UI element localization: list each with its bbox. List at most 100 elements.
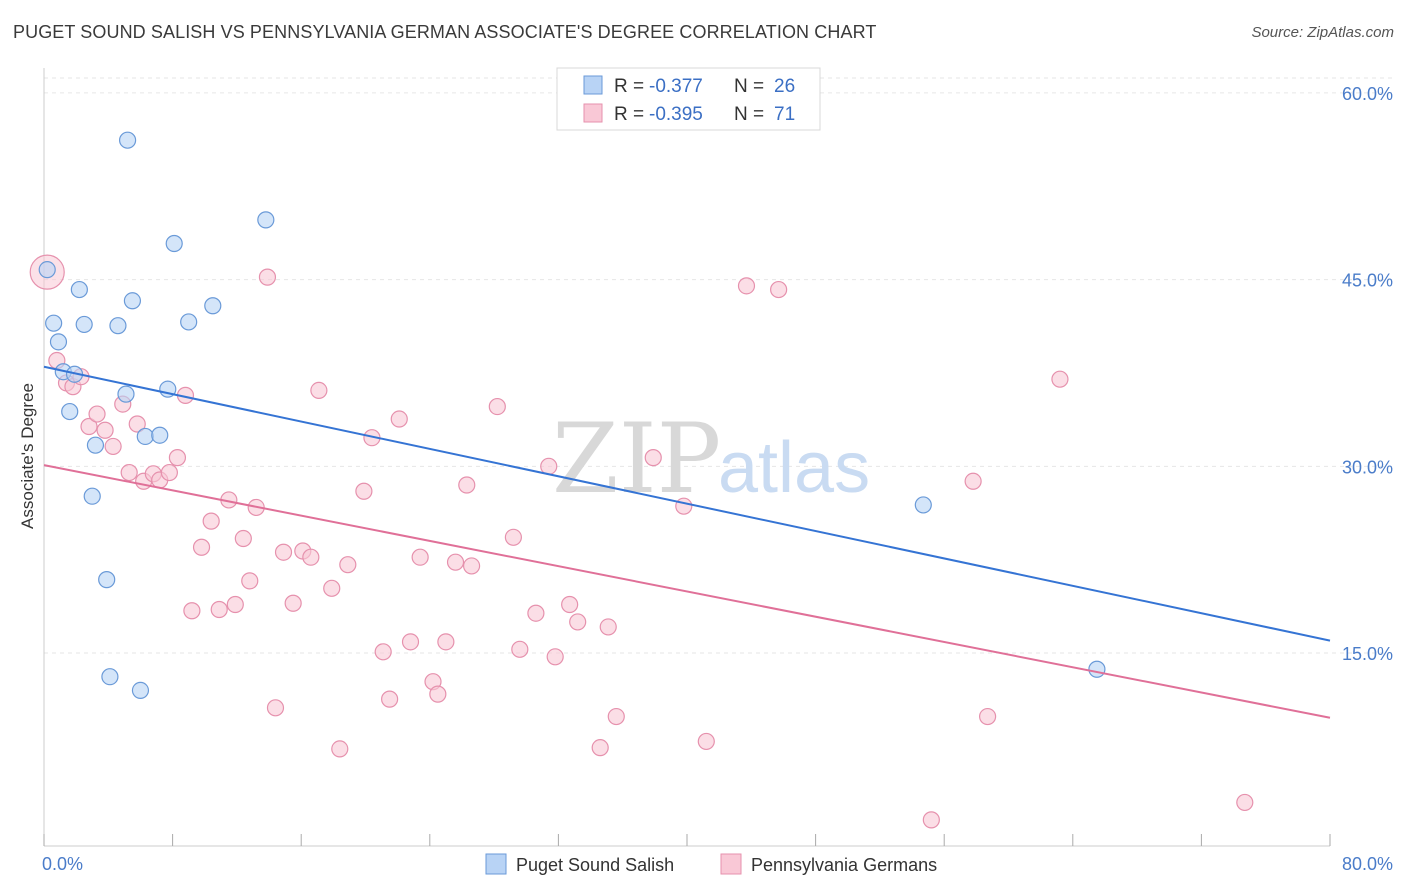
pennsylvania-germans-point: [374, 643, 392, 661]
pennsylvania-germans-point: [241, 572, 259, 590]
pennsylvania-germans-point: [697, 732, 715, 751]
pennsylvania-germans-point: [234, 529, 252, 548]
stats-legend: R = -0.377 N = 26 R = -0.395 N = 71: [556, 67, 821, 131]
chart-title: PUGET SOUND SALISH VS PENNSYLVANIA GERMA…: [13, 22, 877, 42]
y-tick-label: 30.0%: [1342, 457, 1393, 477]
pennsylvania-germans-point: [644, 449, 662, 467]
pennsylvania-germans-point: [569, 613, 587, 631]
legend-swatch-pink: [583, 103, 603, 123]
pennsylvania-germans-point: [922, 811, 940, 829]
series-legend-swatch-pink: [720, 853, 742, 875]
pennsylvania-germans-point: [979, 707, 997, 726]
source-label: Source: ZipAtlas.com: [1251, 24, 1394, 41]
watermark-atlas: atlas: [718, 428, 870, 508]
legend-n-value-pink: 71: [774, 104, 795, 125]
legend-r-value-pink: -0.395: [649, 104, 703, 125]
y-tick-label: 45.0%: [1342, 271, 1393, 291]
pennsylvania-germans-point: [210, 600, 228, 619]
pennsylvania-germans-point: [160, 463, 178, 482]
pennsylvania-germans-point: [355, 482, 373, 500]
pennsylvania-germans-point: [458, 476, 476, 494]
watermark: ZIP atlas: [552, 403, 870, 515]
puget-sound-salish-point: [49, 333, 68, 351]
pennsylvania-germans-point: [120, 463, 138, 482]
series-legend: Puget Sound Salish Pennsylvania Germans: [485, 853, 937, 875]
pennsylvania-germans-point: [202, 512, 220, 530]
pennsylvania-germans-point: [266, 699, 285, 717]
gridlines: [44, 77, 1392, 654]
watermark-zip: ZIP: [552, 403, 721, 515]
pennsylvania-germans-point: [511, 640, 529, 658]
y-axis-title: Associate's Degree: [18, 383, 37, 529]
puget-sound-salish-point: [136, 427, 154, 446]
y-tick-label: 15.0%: [1342, 644, 1393, 664]
pennsylvania-germans-point: [675, 497, 693, 515]
pennsylvania-germans-point: [80, 417, 98, 436]
puget-sound-salish-point: [70, 280, 88, 299]
puget-sound-salish-point: [1088, 660, 1106, 678]
puget-sound-salish-point: [180, 313, 198, 331]
puget-sound-salish-points: [38, 131, 1106, 700]
legend-r-label-blue: R =: [614, 76, 644, 97]
puget-sound-salish-point: [131, 681, 150, 700]
x-tick-label-max: 80.0%: [1342, 854, 1393, 874]
pennsylvania-germans-trendline: [43, 464, 1331, 719]
legend-n-value-blue: 26: [774, 76, 795, 97]
puget-sound-salish-point: [98, 571, 116, 589]
puget-sound-salish-point: [83, 487, 101, 505]
pennsylvania-germans-point: [284, 594, 302, 612]
pennsylvania-germans-point: [96, 421, 114, 439]
pennsylvania-germans-point: [546, 648, 564, 666]
pennsylvania-germans-point: [258, 268, 277, 286]
pennsylvania-germans-point: [1236, 793, 1254, 812]
series-legend-swatch-blue: [485, 853, 507, 875]
puget-sound-salish-point: [165, 234, 183, 253]
pennsylvania-germans-point: [331, 740, 349, 758]
pennsylvania-germans-point: [429, 685, 447, 703]
pennsylvania-germans-point: [302, 548, 320, 566]
pennsylvania-germans-point: [339, 556, 357, 574]
legend-n-label-pink: N =: [734, 104, 764, 125]
puget-sound-salish-trendline: [43, 365, 1331, 642]
trend-lines: [43, 365, 1331, 719]
legend-r-value-blue: -0.377: [649, 76, 703, 97]
legend-r-label-pink: R =: [614, 104, 644, 125]
puget-sound-salish-point: [38, 261, 56, 279]
pennsylvania-germans-point: [540, 457, 558, 475]
pennsylvania-germans-point: [462, 557, 481, 575]
pennsylvania-germans-points: [29, 254, 1254, 829]
pennsylvania-germans-point: [770, 280, 788, 299]
pennsylvania-germans-point: [599, 618, 617, 636]
pennsylvania-germans-point: [323, 579, 341, 597]
pennsylvania-germans-point: [390, 410, 408, 428]
series-legend-label-blue: Puget Sound Salish: [516, 855, 674, 875]
pennsylvania-germans-point: [168, 449, 187, 467]
pennsylvania-germans-point: [591, 739, 609, 757]
puget-sound-salish-point: [118, 131, 137, 149]
y-tick-labels: 15.0% 30.0% 45.0% 60.0%: [1342, 84, 1393, 664]
puget-sound-salish-point: [75, 315, 93, 334]
x-tick-label-min: 0.0%: [42, 854, 83, 874]
puget-sound-salish-point: [123, 292, 142, 310]
pennsylvania-germans-point: [128, 415, 146, 433]
pennsylvania-germans-point: [964, 472, 982, 490]
pennsylvania-germans-point: [737, 277, 756, 295]
pennsylvania-germans-point: [446, 553, 465, 571]
puget-sound-salish-point: [109, 317, 127, 335]
pennsylvania-germans-point: [607, 707, 625, 726]
legend-swatch-blue: [583, 75, 603, 95]
pennsylvania-germans-point: [310, 381, 328, 400]
legend-n-label-blue: N =: [734, 76, 764, 97]
puget-sound-salish-point: [117, 385, 135, 403]
puget-sound-salish-point: [151, 426, 169, 444]
series-legend-label-pink: Pennsylvania Germans: [751, 855, 937, 875]
pennsylvania-germans-point: [1051, 370, 1069, 388]
pennsylvania-germans-point: [226, 595, 244, 614]
pennsylvania-germans-point: [104, 437, 122, 456]
puget-sound-salish-point: [45, 314, 63, 332]
puget-sound-salish-point: [204, 297, 222, 315]
pennsylvania-germans-point: [274, 543, 293, 561]
puget-sound-salish-point: [86, 436, 105, 454]
puget-sound-salish-point: [914, 496, 932, 514]
pennsylvania-germans-point: [381, 690, 399, 708]
